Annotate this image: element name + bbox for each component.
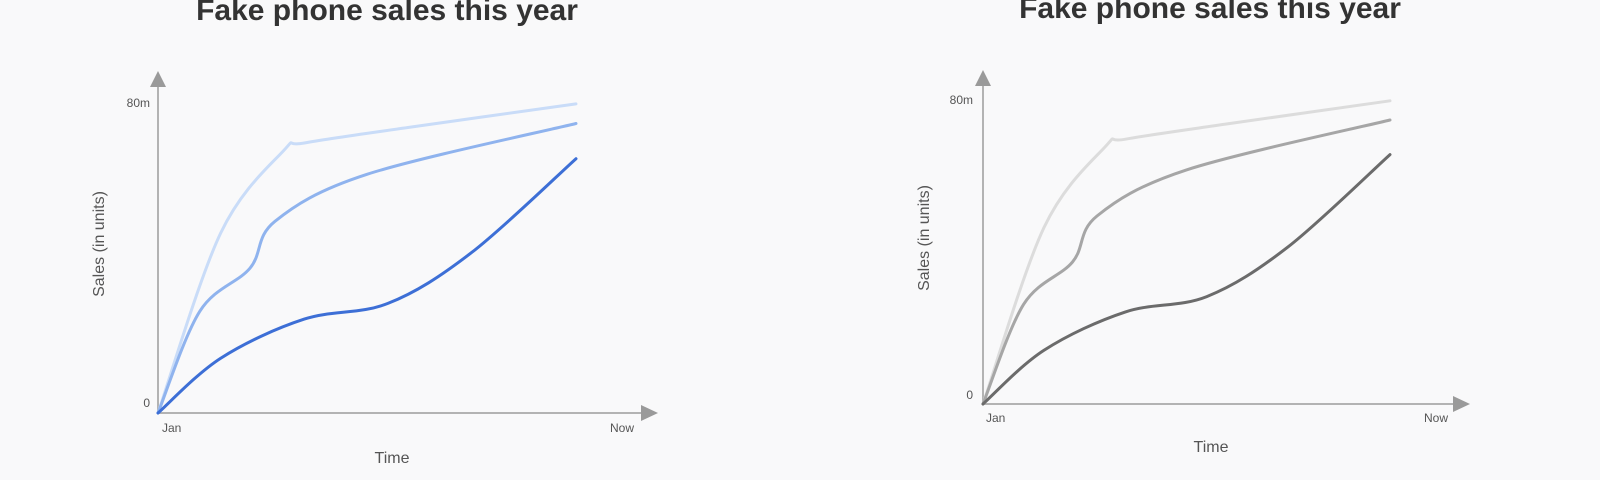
y-tick-label: 0 [966, 388, 973, 402]
x-tick-label: Now [1424, 411, 1448, 425]
series-line-medium [156, 122, 578, 415]
chart-left: Fake phone sales this year 80m 0 Jan Now… [91, 0, 658, 467]
y-tick-label: 0 [143, 396, 150, 410]
chart-title: Fake phone sales this year [196, 0, 578, 27]
series-line-medium [981, 118, 1392, 406]
plot-area [156, 102, 578, 415]
y-tick-label: 80m [950, 93, 973, 107]
plot-area [981, 99, 1392, 406]
series-line-dark [156, 157, 578, 415]
y-axis-arrow [975, 70, 991, 86]
x-tick-label: Jan [162, 421, 181, 435]
series-line-dark [981, 153, 1392, 406]
y-axis-label: Sales (in units) [916, 185, 933, 291]
x-axis-label: Time [375, 450, 410, 467]
x-axis-arrow [641, 405, 658, 421]
x-axis-arrow [1453, 396, 1470, 412]
y-axis-arrow [150, 71, 166, 87]
series-line-light [156, 102, 578, 415]
x-axis-label: Time [1194, 439, 1229, 456]
series-line-light [981, 99, 1392, 406]
y-tick-label: 80m [127, 96, 150, 110]
x-tick-label: Now [610, 421, 634, 435]
y-axis-label: Sales (in units) [91, 191, 108, 297]
x-tick-label: Jan [986, 411, 1005, 425]
chart-right: Fake phone sales this year 80m 0 Jan Now… [916, 0, 1470, 456]
chart-title: Fake phone sales this year [1019, 0, 1401, 25]
